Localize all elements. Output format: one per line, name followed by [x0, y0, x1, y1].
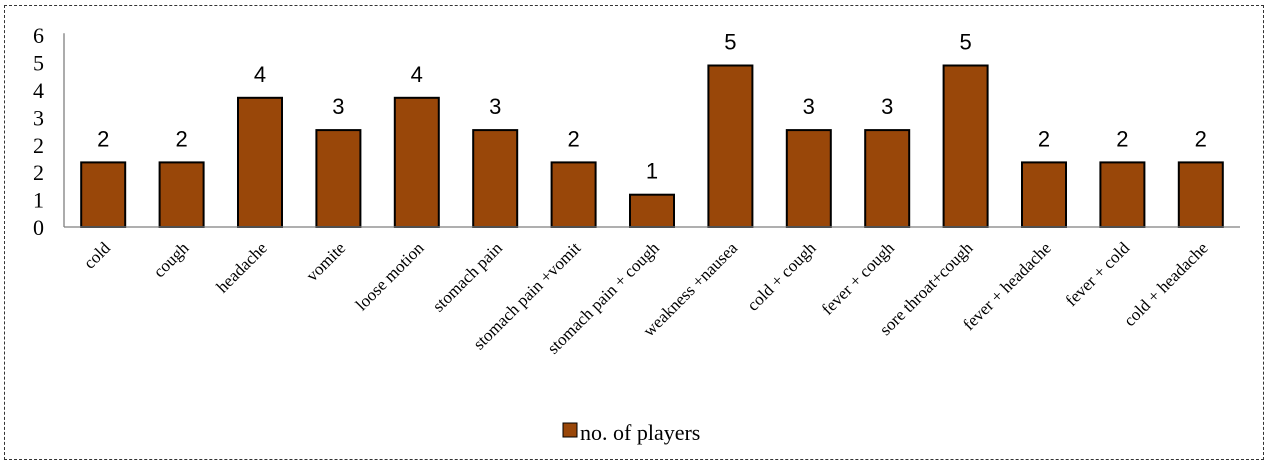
x-tick-label: fever + cough	[818, 238, 899, 319]
data-label: 2	[1038, 126, 1050, 151]
y-tick-label: 4	[33, 78, 44, 103]
bar	[472, 129, 519, 229]
y-tick-label: 2	[33, 133, 44, 158]
bar	[393, 96, 440, 228]
bar	[707, 64, 754, 228]
bar	[1021, 161, 1067, 228]
y-tick-label: 2	[33, 160, 44, 185]
bar	[942, 64, 989, 228]
bar	[550, 161, 597, 228]
x-tick-label: cold + cough	[743, 238, 820, 315]
y-tick-label: 1	[33, 188, 44, 213]
x-tick-label: cold	[80, 238, 114, 272]
data-label: 5	[959, 30, 971, 55]
bar	[1099, 161, 1146, 228]
x-axis: cold cough headache vomite loose motion stoma…	[64, 226, 1240, 358]
data-label: 3	[332, 94, 344, 119]
bar	[785, 129, 832, 229]
bar	[237, 96, 283, 228]
data-label: 3	[881, 94, 893, 119]
data-label: 4	[411, 62, 423, 87]
bars-group	[80, 64, 1224, 229]
x-tick-label: vomite	[302, 238, 349, 285]
x-tick-label: cough	[150, 238, 193, 281]
data-label: 3	[803, 94, 815, 119]
legend: no. of players	[562, 420, 700, 445]
x-tick-label: cold + headache	[1120, 238, 1212, 330]
y-tick-label: 5	[33, 51, 44, 76]
legend-swatch	[562, 422, 578, 438]
data-label: 1	[646, 159, 658, 184]
data-label: 2	[1195, 126, 1207, 151]
y-tick-label: 0	[33, 215, 44, 240]
x-tick-label: headache	[213, 238, 271, 296]
data-label: 2	[567, 126, 579, 151]
bar	[864, 129, 911, 229]
data-label: 4	[254, 62, 266, 87]
bar	[80, 161, 127, 228]
bar	[158, 161, 205, 228]
x-tick-label: stomach pain	[429, 238, 507, 316]
bar	[315, 129, 362, 229]
bar	[629, 193, 675, 228]
chart-frame	[4, 5, 1264, 460]
bar	[1177, 161, 1224, 228]
x-tick-label: fever + cold	[1062, 238, 1134, 310]
legend-label: no. of players	[580, 420, 700, 445]
data-label: 5	[724, 30, 736, 55]
data-label: 2	[1116, 126, 1128, 151]
y-tick-label: 3	[33, 105, 44, 130]
data-label: 2	[97, 126, 109, 151]
x-tick-label: loose motion	[352, 238, 428, 314]
y-tick-label: 6	[33, 23, 44, 48]
y-axis: 01 22 345 6	[33, 23, 65, 240]
data-labels-group: 2 2 4 3 4 3 2 1 5 3 3 5 2 2 2	[97, 30, 1207, 184]
data-label: 3	[489, 94, 501, 119]
data-label: 2	[175, 126, 187, 151]
